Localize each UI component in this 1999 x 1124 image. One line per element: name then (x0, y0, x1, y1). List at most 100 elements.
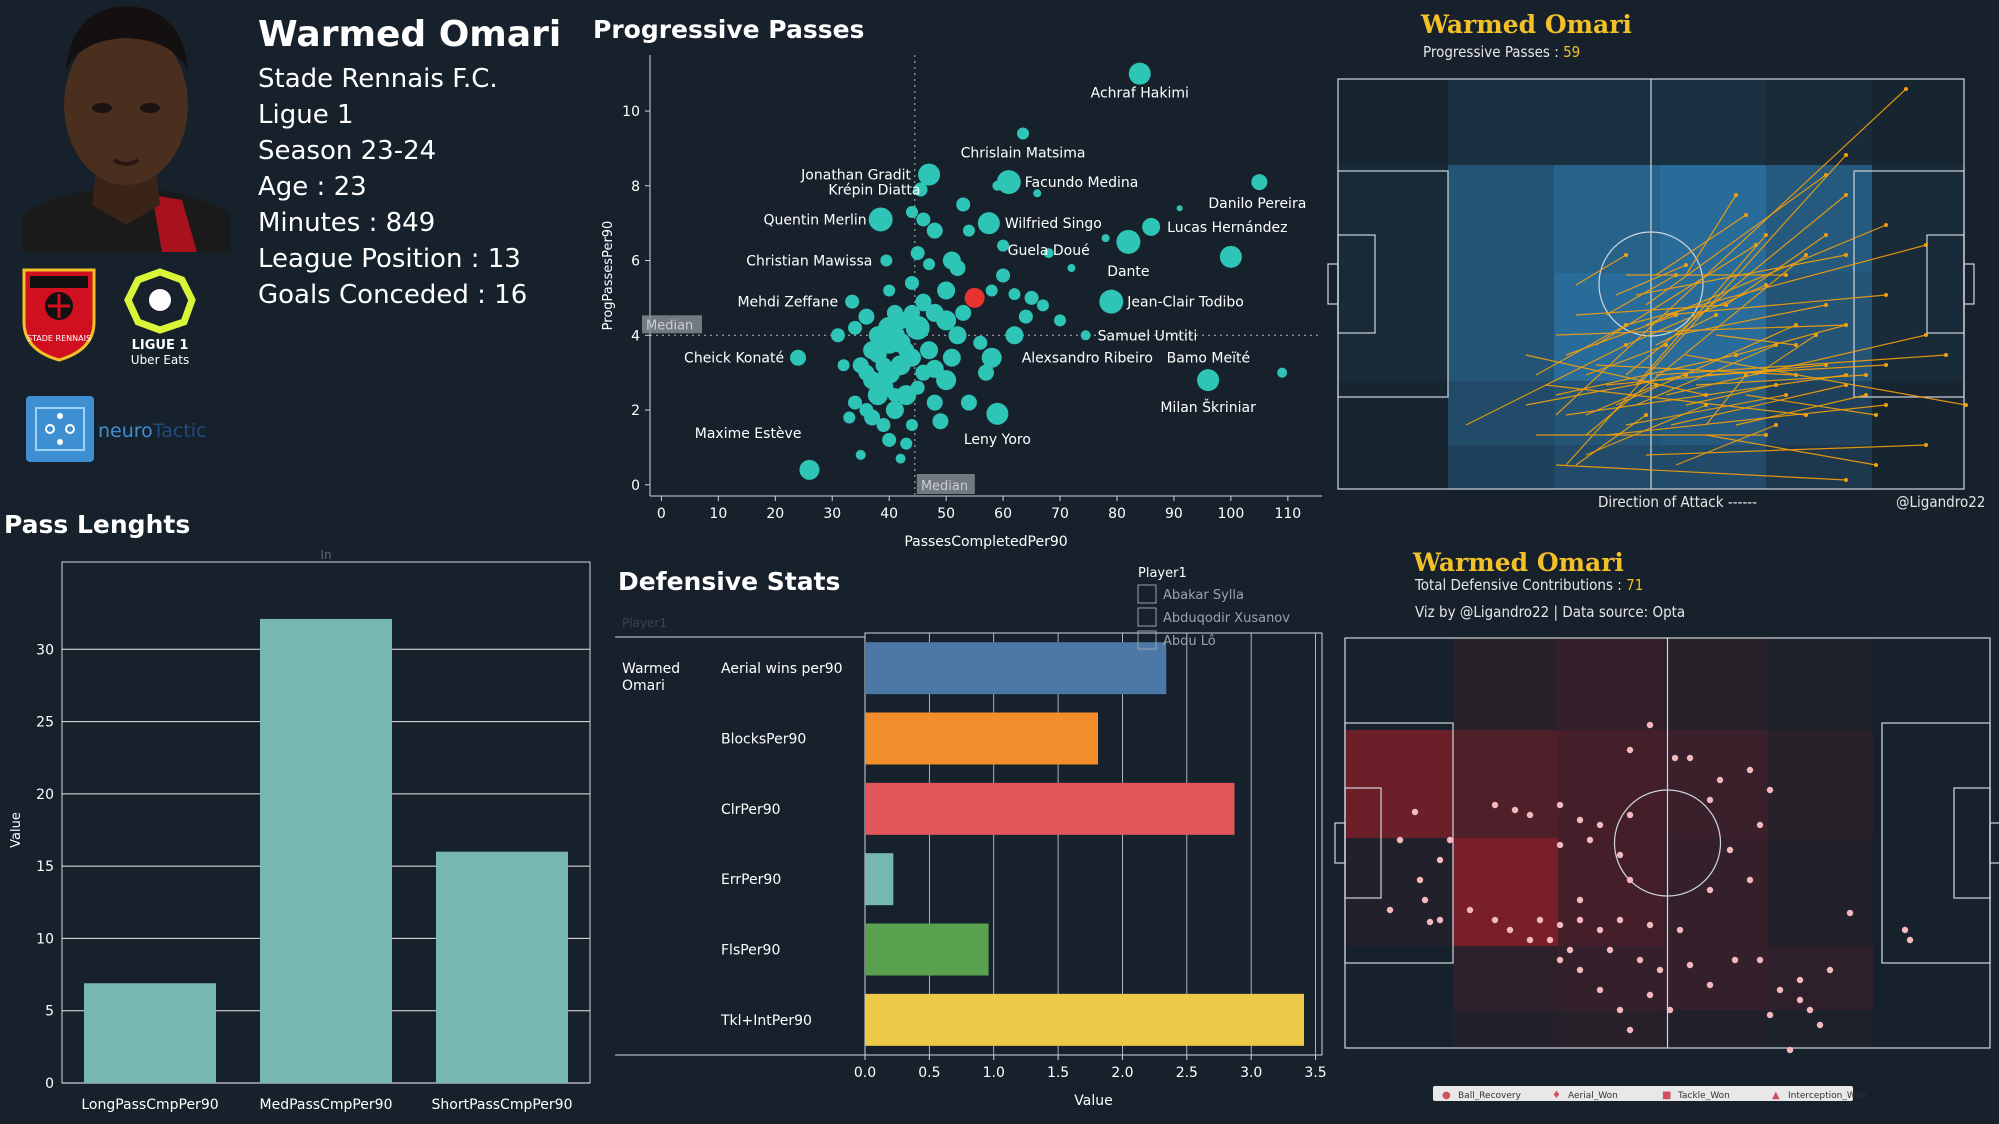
defensive-action-marker (1756, 956, 1764, 964)
pass-arrow (1655, 354, 1947, 376)
defensive-action-marker (1386, 906, 1394, 914)
pass-end-marker (1684, 373, 1688, 377)
labeled-scatter-point (981, 347, 1002, 368)
scatter-point (904, 275, 919, 290)
y-tick-label: 10 (622, 104, 640, 120)
category-label: ErrPer90 (721, 872, 781, 888)
pass-arrow (1685, 194, 1737, 276)
pass-arrow (1555, 324, 1847, 336)
defense-map-subtitle-label: Total Defensive Contributions : (1415, 576, 1627, 594)
defense-map-credit: Viz by @Ligandro22 | Data source: Opta (1415, 603, 1686, 621)
legend-item: Abakar Sylla (1163, 588, 1244, 603)
scatter-point (883, 284, 896, 297)
pass-arrow (1645, 444, 1927, 456)
defensive-action-marker (1666, 1006, 1674, 1014)
pass-arrow (1745, 394, 1877, 416)
labeled-scatter-point (1128, 62, 1151, 85)
pass-end-marker (1884, 363, 1888, 367)
category-label: ClrPer90 (721, 802, 781, 818)
bar (260, 618, 392, 1083)
defensive-action-marker (1556, 921, 1564, 929)
pass-arrow (1705, 374, 1747, 426)
heat-cell (1558, 946, 1663, 1010)
scatter-point (925, 303, 944, 322)
left-goal (1327, 263, 1339, 305)
pass-arrow (1555, 354, 1737, 396)
pass-end-marker (1824, 233, 1828, 237)
heat-cell (1558, 730, 1663, 838)
pass-end-marker (1904, 87, 1908, 91)
row-label-line1: Warmed (622, 661, 680, 677)
pass-arrow (1465, 344, 1627, 426)
heat-cell (1448, 165, 1554, 273)
heat-cell (1554, 165, 1660, 273)
scatter-point (1033, 189, 1042, 198)
defensive-action-marker (1626, 1026, 1634, 1034)
neurotactic-logo: neuroTactic (24, 394, 214, 464)
player-label: Guela Doué (1008, 243, 1090, 259)
x-tick-label: MedPassCmpPer90 (260, 1097, 393, 1113)
pass-end-marker (1704, 403, 1708, 407)
pass-end-marker (1624, 253, 1628, 257)
league-logo-text: LIGUE 1 (132, 338, 189, 353)
scatter-point (867, 385, 888, 406)
heat-cell (1453, 638, 1558, 730)
scatter-point (973, 335, 988, 350)
scatter-point (1054, 314, 1067, 327)
x-tick-label: 10 (709, 506, 727, 522)
defensive-action-marker (1616, 851, 1624, 859)
pass-map-credit: @Ligandro22 (1896, 493, 1986, 511)
bar (865, 993, 1304, 1046)
player-label: Samuel Umtiti (1098, 328, 1198, 344)
player-label: Facundo Medina (1025, 175, 1139, 191)
defensive-action-marker (1626, 811, 1634, 819)
legend-item: Abdu Lô (1163, 634, 1216, 649)
player-label: Lucas Hernández (1167, 220, 1287, 236)
pass-end-marker (1924, 443, 1928, 447)
scatter-point (926, 222, 943, 239)
heat-cell (1766, 165, 1872, 273)
defensive-actions-map: ● Ball_Recovery ♦ Aerial_Won ■ Tackle_Won ▲ Int… (1334, 637, 1999, 1101)
league-logo: LIGUE 1 Uber Eats (118, 266, 202, 370)
heat-cell (1338, 445, 1448, 489)
defensive-action-marker (1766, 786, 1774, 794)
legend-title: In (320, 548, 331, 562)
pass-arrow (1605, 274, 1677, 316)
defensive-action-marker (1606, 946, 1614, 954)
pass-arrow (1675, 424, 1777, 466)
x-tick-label: 40 (880, 506, 898, 522)
x-tick-label: 110 (1274, 506, 1301, 522)
scatter-point (830, 328, 845, 343)
heat-cell (1768, 730, 1873, 838)
player-label: Mehdi Zeffane (737, 295, 838, 311)
right-goal (1989, 822, 1999, 864)
defensive-action-marker (1846, 909, 1854, 917)
svg-text:neuroTactic: neuroTactic (98, 420, 207, 442)
highlighted-player-point (964, 287, 985, 308)
brand-tactic: Tactic (152, 420, 207, 442)
heat-cell (1766, 445, 1872, 489)
pass-arrow (1545, 384, 1807, 416)
pass-arrow (1735, 324, 1847, 356)
legend-title: Player1 (1138, 566, 1187, 581)
scatter-point (1024, 290, 1039, 305)
pass-end-marker (1844, 383, 1848, 387)
heat-cell (1345, 838, 1453, 946)
median-y-label: Median (646, 318, 693, 333)
pass-arrow (1575, 254, 1627, 286)
right-six-yard-box (1953, 787, 1991, 899)
scatter-point (937, 281, 956, 300)
defensive-action-marker (1506, 926, 1514, 934)
pass-arrow (1755, 334, 1817, 376)
median-y-box (642, 315, 702, 334)
right-goal (1963, 263, 1975, 305)
heat-cell (1768, 946, 1873, 1010)
pass-map-subtitle-label: Progressive Passes : (1423, 43, 1564, 61)
scatter-point (962, 224, 975, 237)
pass-arrow (1625, 244, 1927, 326)
scatter-point (1101, 234, 1110, 243)
centre-circle (1598, 231, 1704, 337)
pass-end-marker (1794, 343, 1798, 347)
defensive-action-marker (1556, 841, 1564, 849)
club-crest-logo: STADE RENNAIS (20, 266, 98, 362)
